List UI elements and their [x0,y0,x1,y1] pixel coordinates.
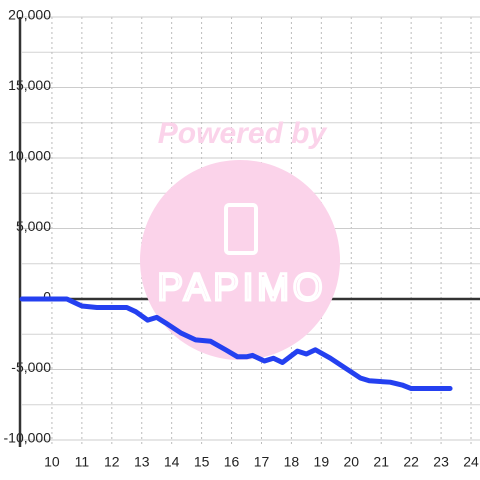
y-tick-label: 20,000 [8,7,51,23]
x-tick-label: 16 [224,454,240,470]
x-tick-label: 14 [164,454,180,470]
x-tick-label: 24 [463,454,479,470]
y-tick-label: -10,000 [4,430,52,446]
x-tick-label: 19 [314,454,330,470]
x-tick-label: 18 [284,454,300,470]
y-tick-label: -5,000 [11,359,51,375]
x-tick-label: 13 [134,454,150,470]
x-tick-label: 23 [433,454,449,470]
x-tick-label: 10 [44,454,60,470]
x-tick-label: 22 [403,454,419,470]
x-tick-label: 15 [194,454,210,470]
watermark-circle [140,160,340,360]
watermark: Powered by PAPIMO [140,117,340,360]
x-tick-label: 12 [104,454,120,470]
watermark-text: Powered by [158,117,328,150]
y-tick-label: 5,000 [16,218,51,234]
watermark-icon [224,203,258,255]
y-tick-label: 15,000 [8,77,51,93]
series-line [19,296,453,392]
x-tick-label: 11 [75,454,90,470]
x-tick-label: 17 [254,454,270,470]
x-tick-label: 20 [343,454,359,470]
y-tick-label: 10,000 [8,148,51,164]
watermark-logo: PAPIMO [158,267,327,309]
x-tick-label: 21 [373,454,389,470]
